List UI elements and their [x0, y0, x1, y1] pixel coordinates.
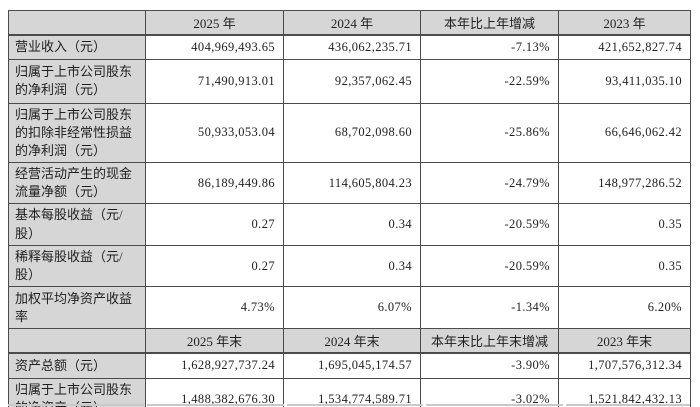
net-profit-2025: 71,490,913.01: [145, 58, 284, 104]
revenue-change: -7.13%: [420, 34, 559, 60]
period-end-header-change: 本年末比上年末增减: [420, 328, 559, 355]
row-label-weighted-roe: 加权平均净资产收益率: [8, 286, 146, 330]
row-label-deducted-net-profit: 归属于上市公司股东的扣除非经常性损益的净利润（元）: [8, 102, 146, 164]
weighted-roe-2025: 4.73%: [145, 286, 284, 330]
cropped-border-segment: [426, 404, 563, 406]
weighted-roe-2023: 6.20%: [558, 286, 691, 330]
total-assets-2025: 1,628,927,737.24: [145, 352, 284, 379]
deducted-net-profit-2024: 68,702,098.60: [283, 102, 421, 164]
row-label-net-profit: 归属于上市公司股东的净利润（元）: [8, 58, 146, 104]
cash-flow-change: -24.79%: [420, 162, 559, 205]
period-end-header-row: 2025 年末 2024 年末 本年末比上年末增减 2023 年末: [8, 328, 691, 355]
total-assets-2023: 1,707,576,312.34: [558, 352, 691, 379]
net-profit-2024: 92,357,062.45: [283, 58, 421, 104]
net-profit-2023: 93,411,035.10: [558, 58, 691, 104]
cropped-border-segment: [566, 404, 690, 406]
weighted-roe-2024: 6.07%: [283, 286, 421, 330]
net-assets-2024: 1,534,774,589.71: [283, 377, 421, 407]
row-label-basic-eps: 基本每股收益（元/股）: [8, 203, 146, 246]
diluted-eps-2023: 0.35: [558, 244, 691, 288]
net-assets-2025: 1,488,382,676.30: [145, 377, 284, 407]
annual-header-2025: 2025 年: [145, 10, 284, 36]
annual-header-2024: 2024 年: [283, 10, 421, 36]
annual-header-row: 2025 年 2024 年 本年比上年增减 2023 年: [8, 10, 691, 36]
table-row-net-assets: 归属于上市公司股东的净资产（元） 1,488,382,676.30 1,534,…: [8, 377, 691, 407]
deducted-net-profit-2023: 66,646,062.42: [558, 102, 691, 164]
table-row-deducted-net-profit: 归属于上市公司股东的扣除非经常性损益的净利润（元） 50,933,053.04 …: [8, 102, 691, 164]
annual-header-2023: 2023 年: [558, 10, 691, 36]
revenue-2024: 436,062,235.71: [283, 34, 421, 60]
annual-header-empty-cell: [8, 10, 146, 36]
total-assets-2024: 1,695,045,174.57: [283, 352, 421, 379]
table-row-net-profit: 归属于上市公司股东的净利润（元） 71,490,913.01 92,357,06…: [8, 58, 691, 104]
row-label-revenue: 营业收入（元）: [8, 34, 146, 60]
row-label-operating-cash-flow: 经营活动产生的现金流量净额（元）: [8, 162, 146, 205]
row-label-diluted-eps: 稀释每股收益（元/股）: [8, 244, 146, 288]
period-end-header-2023: 2023 年末: [558, 328, 691, 355]
financial-summary-table: 2025 年 2024 年 本年比上年增减 2023 年 营业收入（元） 404…: [8, 10, 691, 407]
diluted-eps-2024: 0.34: [283, 244, 421, 288]
diluted-eps-change: -20.59%: [420, 244, 559, 288]
basic-eps-change: -20.59%: [420, 203, 559, 246]
table-row-diluted-eps: 稀释每股收益（元/股） 0.27 0.34 -20.59% 0.35: [8, 244, 691, 288]
weighted-roe-change: -1.34%: [420, 286, 559, 330]
table-row-total-assets: 资产总额（元） 1,628,927,737.24 1,695,045,174.5…: [8, 352, 691, 379]
period-end-header-2025: 2025 年末: [145, 328, 284, 355]
cropped-border-segment: [147, 404, 284, 406]
basic-eps-2025: 0.27: [145, 203, 284, 246]
period-end-header-2024: 2024 年末: [283, 328, 421, 355]
table-row-weighted-roe: 加权平均净资产收益率 4.73% 6.07% -1.34% 6.20%: [8, 286, 691, 330]
net-assets-change: -3.02%: [420, 377, 559, 407]
revenue-2025: 404,969,493.65: [145, 34, 284, 60]
revenue-2023: 421,652,827.74: [558, 34, 691, 60]
table-row-revenue: 营业收入（元） 404,969,493.65 436,062,235.71 -7…: [8, 34, 691, 60]
period-end-header-empty-cell: [8, 328, 146, 355]
total-assets-change: -3.90%: [420, 352, 559, 379]
cash-flow-2025: 86,189,449.86: [145, 162, 284, 205]
deducted-net-profit-2025: 50,933,053.04: [145, 102, 284, 164]
annual-header-change: 本年比上年增减: [420, 10, 559, 36]
diluted-eps-2025: 0.27: [145, 244, 284, 288]
cash-flow-2024: 114,605,804.23: [283, 162, 421, 205]
row-label-total-assets: 资产总额（元）: [8, 352, 146, 379]
basic-eps-2023: 0.35: [558, 203, 691, 246]
cropped-border-segment: [8, 404, 144, 406]
table-row-basic-eps: 基本每股收益（元/股） 0.27 0.34 -20.59% 0.35: [8, 203, 691, 246]
cash-flow-2023: 148,977,286.52: [558, 162, 691, 205]
cropped-border-segment: [287, 404, 423, 406]
net-assets-2023: 1,521,842,432.13: [558, 377, 691, 407]
cropped-next-row-hint: [8, 404, 690, 406]
basic-eps-2024: 0.34: [283, 203, 421, 246]
table-row-operating-cash-flow: 经营活动产生的现金流量净额（元） 86,189,449.86 114,605,8…: [8, 162, 691, 205]
net-profit-change: -22.59%: [420, 58, 559, 104]
deducted-net-profit-change: -25.86%: [420, 102, 559, 164]
row-label-net-assets: 归属于上市公司股东的净资产（元）: [8, 377, 146, 407]
